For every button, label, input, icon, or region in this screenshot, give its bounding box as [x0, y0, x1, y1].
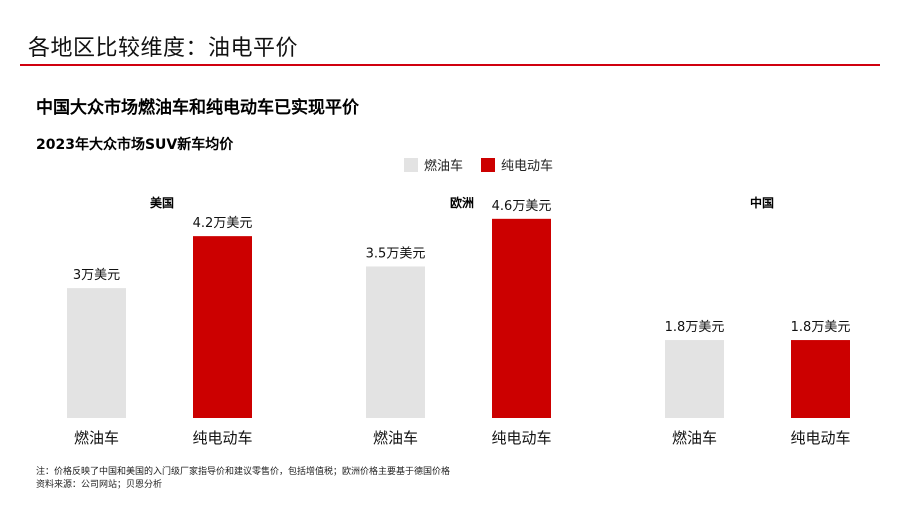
- category-label-us-ev: 纯电动车: [192, 429, 252, 447]
- headline: 中国大众市场燃油车和纯电动车已实现平价: [36, 98, 359, 118]
- category-label-eu-ice: 燃油车: [373, 429, 418, 447]
- chart-title-us: 美国: [150, 195, 174, 210]
- chart-title-cn: 中国: [750, 195, 774, 210]
- page-title: 各地区比较维度：油电平价: [28, 36, 299, 61]
- legend-item-ice: 燃油车: [404, 155, 463, 174]
- legend-item-ev: 纯电动车: [481, 155, 553, 174]
- bar-cn-ice: [665, 340, 724, 418]
- bar-cn-ev: [791, 340, 850, 418]
- data-label-us-ice: 3万美元: [73, 268, 120, 283]
- data-label-cn-ice: 1.8万美元: [665, 320, 725, 335]
- legend-swatch-ev: [481, 157, 496, 172]
- bar-us-ev: [193, 236, 252, 418]
- bar-us-ice: [67, 288, 126, 418]
- legend-label-ice: 燃油车: [424, 159, 464, 174]
- data-label-eu-ev: 4.6万美元: [492, 199, 552, 214]
- legend-label-ev: 纯电动车: [501, 159, 554, 174]
- chart-title-eu: 欧洲: [450, 195, 474, 210]
- data-label-eu-ice: 3.5万美元: [366, 246, 426, 261]
- data-label-us-ev: 4.2万美元: [193, 216, 253, 231]
- data-label-cn-ev: 1.8万美元: [791, 320, 851, 335]
- title-divider: [20, 64, 880, 66]
- footnote-note: 注：价格反映了中国和美国的入门级厂家指导价和建议零售价，包括增值税；欧洲价格主要…: [36, 467, 451, 477]
- bar-eu-ice: [366, 266, 425, 418]
- category-label-eu-ev: 纯电动车: [491, 429, 551, 447]
- legend: 燃油车 纯电动车: [404, 155, 571, 174]
- footnotes: 注：价格反映了中国和美国的入门级厂家指导价和建议零售价，包括增值税；欧洲价格主要…: [36, 466, 450, 492]
- chart-subtitle: 2023年大众市场SUV新车均价: [36, 137, 234, 153]
- bar-eu-ev: [492, 218, 551, 418]
- category-label-us-ice: 燃油车: [74, 429, 119, 447]
- category-label-cn-ev: 纯电动车: [790, 429, 850, 447]
- category-label-cn-ice: 燃油车: [672, 429, 717, 447]
- legend-swatch-ice: [404, 157, 418, 172]
- footnote-source: 资料来源：公司网站；贝恩分析: [36, 480, 163, 490]
